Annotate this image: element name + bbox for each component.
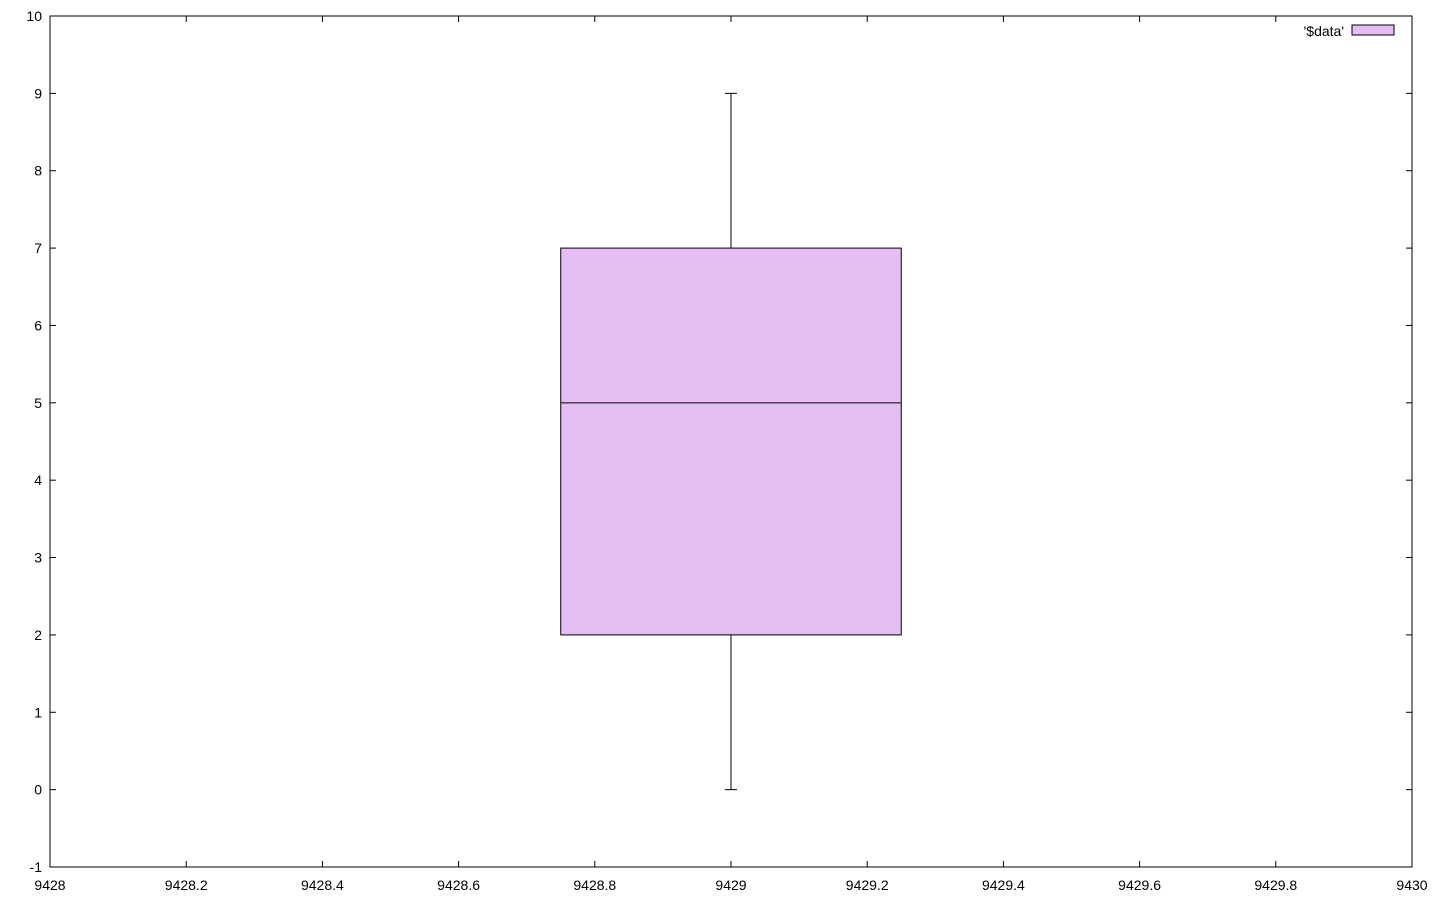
y-tick-label: 1 xyxy=(34,704,42,720)
x-tick-label: 9428.2 xyxy=(165,877,208,893)
x-tick-label: 9429 xyxy=(715,877,746,893)
y-tick-label: 5 xyxy=(34,395,42,411)
box-series xyxy=(561,93,902,789)
legend: '$data' xyxy=(1304,23,1394,39)
y-tick-label: 10 xyxy=(26,8,42,24)
x-tick-label: 9429.2 xyxy=(846,877,889,893)
y-tick-label: -1 xyxy=(30,859,43,875)
legend-swatch xyxy=(1352,25,1394,35)
x-tick-label: 9428.4 xyxy=(301,877,344,893)
x-tick-label: 9429.4 xyxy=(982,877,1025,893)
x-tick-label: 9430 xyxy=(1396,877,1427,893)
x-tick-label: 9429.6 xyxy=(1118,877,1161,893)
y-tick-label: 0 xyxy=(34,782,42,798)
x-tick-label: 9428.8 xyxy=(573,877,616,893)
y-tick-label: 6 xyxy=(34,317,42,333)
legend-entry-label: '$data' xyxy=(1304,23,1344,39)
y-tick-label: 3 xyxy=(34,550,42,566)
y-tick-label: 7 xyxy=(34,240,42,256)
y-tick-label: 9 xyxy=(34,85,42,101)
x-tick-label: 9429.8 xyxy=(1254,877,1297,893)
x-tick-label: 9428.6 xyxy=(437,877,480,893)
box-iqr xyxy=(561,248,902,635)
x-tick-label: 9428 xyxy=(34,877,65,893)
y-tick-label: 4 xyxy=(34,472,42,488)
y-tick-label: 2 xyxy=(34,627,42,643)
y-tick-label: 8 xyxy=(34,163,42,179)
